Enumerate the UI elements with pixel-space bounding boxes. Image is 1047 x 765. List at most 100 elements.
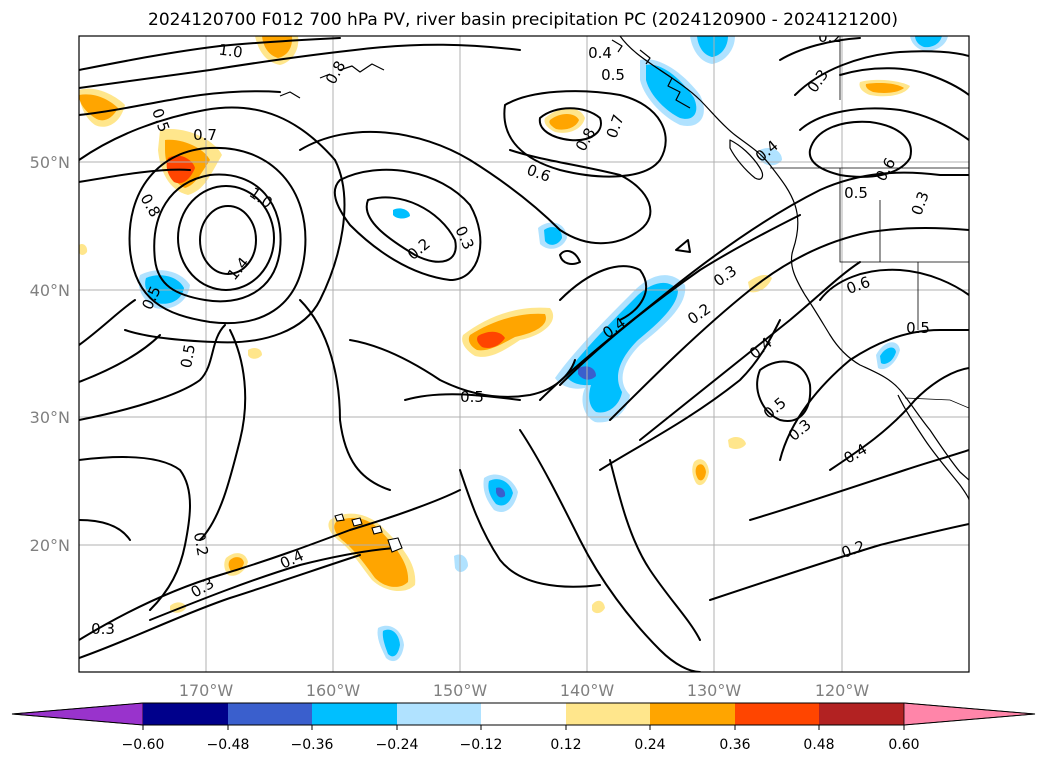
negative-anomaly-region — [382, 629, 400, 657]
pv-contour — [503, 90, 667, 178]
colorbar: −0.60 −0.48 −0.36 −0.24 −0.12 0.12 0.24 … — [11, 702, 1036, 753]
pv-contour — [79, 334, 161, 383]
pv-contour — [349, 339, 576, 398]
negative-anomaly-region — [760, 148, 782, 166]
pv-contour — [79, 324, 226, 421]
maui-island — [371, 525, 383, 535]
pv-contour — [794, 50, 969, 96]
vancouver-island — [729, 139, 764, 180]
pv-contour — [199, 329, 247, 541]
contour-label: 0.5 — [177, 343, 199, 370]
kauai-island — [334, 513, 345, 522]
colorbar-segment — [650, 703, 735, 725]
colorbar-tick-label: −0.48 — [207, 737, 250, 753]
contour-label: 1.0 — [218, 40, 244, 61]
pv-contour — [599, 319, 781, 471]
pv-contour — [365, 196, 457, 263]
negative-anomaly-region — [496, 487, 506, 498]
alaska-panhandle-islands — [611, 39, 691, 109]
colorbar-segment — [566, 703, 650, 725]
negative-anomaly-region — [393, 208, 410, 219]
positive-anomaly-region — [728, 437, 746, 449]
colorbar-tick-label: 0.24 — [634, 737, 665, 753]
pv-contours — [79, 37, 969, 672]
pv-contour — [756, 360, 812, 422]
colorbar-segment — [143, 703, 228, 725]
pv-contour — [639, 261, 861, 441]
lon-label: 170°W — [179, 681, 234, 700]
hawaii-islands — [334, 513, 403, 553]
pv-contour — [177, 185, 275, 291]
oahu-island — [351, 517, 363, 527]
colorbar-tick-label: 0.12 — [550, 737, 581, 753]
positive-anomaly-region — [79, 94, 118, 121]
colorbar-tick-label: −0.60 — [122, 737, 165, 753]
negative-anomaly-region — [880, 347, 896, 364]
positive-anomaly-region — [865, 83, 904, 93]
pv-contour — [299, 130, 652, 245]
lat-label: 40°N — [30, 281, 70, 300]
pv-contour — [819, 268, 969, 301]
positive-anomaly-region — [79, 243, 88, 255]
positive-anomaly-region — [549, 114, 579, 130]
pv-contour — [519, 429, 701, 672]
pv-contour — [808, 120, 912, 178]
negative-anomaly-region — [565, 282, 678, 413]
pv-contour — [79, 90, 281, 116]
political-borders — [770, 36, 969, 409]
colorbar-extend-high — [903, 702, 1036, 726]
colorbar-tick-label: −0.36 — [291, 737, 334, 753]
colorbar-segment — [397, 703, 481, 725]
latitude-labels: 50°N 40°N 30°N 20°N — [30, 153, 70, 555]
pv-contour — [79, 554, 361, 659]
lon-label: 120°W — [815, 681, 870, 700]
contour-label: 0.2 — [818, 28, 842, 46]
pv-contour — [79, 43, 521, 89]
lat-label: 50°N — [30, 153, 70, 172]
pv-contour — [404, 393, 521, 401]
pv-contour — [199, 205, 257, 275]
pv-contour — [609, 459, 701, 641]
pv-contour — [149, 547, 396, 621]
hawaii-island — [387, 537, 403, 553]
positive-anomaly-region — [334, 517, 409, 587]
lat-label: 20°N — [30, 536, 70, 555]
lon-label: 150°W — [433, 681, 488, 700]
positive-anomaly-region — [592, 600, 605, 614]
colorbar-segment — [819, 703, 904, 725]
colorbar-segment — [481, 703, 566, 725]
pv-contour — [79, 519, 131, 541]
pv-contour — [79, 489, 461, 641]
map-frame — [78, 35, 970, 673]
pv-contour — [779, 37, 861, 61]
negative-anomaly-region — [697, 36, 728, 57]
state-borders — [839, 36, 969, 330]
positive-anomaly-region — [248, 347, 262, 359]
longitude-labels: 170°W 160°W 150°W 140°W 130°W 120°W — [179, 681, 870, 700]
pv-contour — [459, 469, 601, 588]
negative-anomaly-region — [915, 36, 942, 48]
contour-label: 0.7 — [193, 126, 217, 144]
colorbar-segment — [312, 703, 397, 725]
colorbar-extend-low — [11, 702, 144, 726]
contour-label: 0.5 — [460, 388, 484, 406]
pv-contour — [829, 367, 969, 471]
pv-contour — [79, 168, 191, 183]
colorbar-tick-label: 0.48 — [803, 737, 834, 753]
colorbar-ticks — [142, 725, 905, 730]
negative-anomaly-region — [544, 227, 562, 245]
coastlines — [279, 36, 969, 501]
baja-california — [897, 394, 969, 501]
positive-anomaly-region — [695, 464, 706, 481]
aleutian-coast — [279, 63, 385, 99]
pv-contour — [749, 449, 969, 521]
colorbar-segment — [735, 703, 819, 725]
pv-contour — [779, 329, 969, 461]
pv-contour — [299, 299, 391, 491]
colorbar-tick-label: −0.24 — [376, 737, 419, 753]
pv-contour — [559, 214, 801, 386]
pv-contour — [79, 299, 136, 346]
contour-label: 0.4 — [588, 44, 612, 62]
pv-contour — [79, 37, 341, 71]
